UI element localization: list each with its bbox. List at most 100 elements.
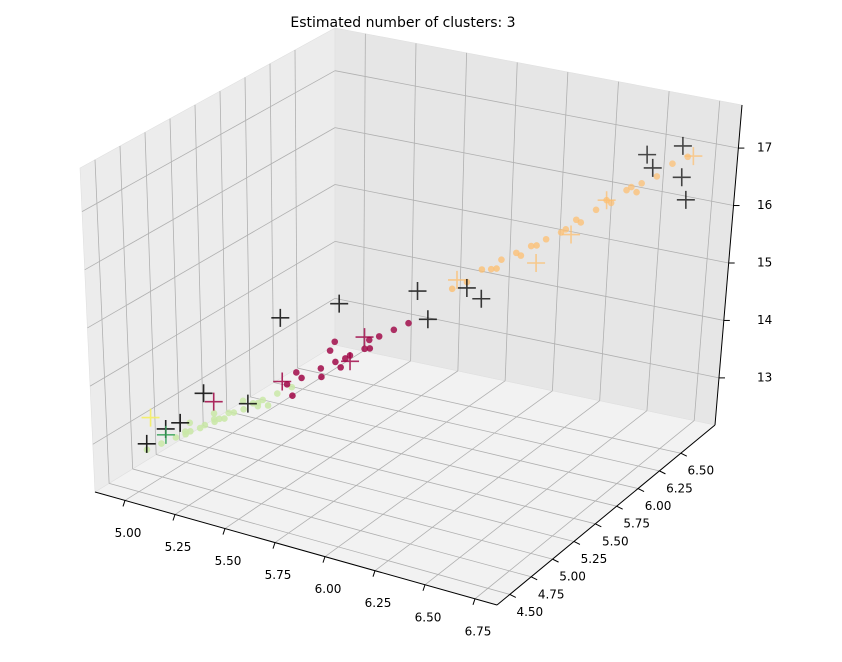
x-tick-label: 5.75 (265, 568, 292, 582)
cross-marker (684, 147, 703, 166)
x-tick-label: 6.25 (365, 596, 392, 610)
x-tick-label: 5.00 (115, 526, 142, 540)
point-marker (448, 285, 456, 293)
point-marker (653, 173, 661, 180)
y-tick-mark (595, 523, 602, 528)
grid-line (599, 81, 619, 401)
point-marker (365, 336, 373, 344)
point-marker (225, 409, 232, 417)
point-marker (187, 427, 194, 435)
y-tick-mark (680, 452, 688, 457)
point-marker (633, 188, 640, 196)
point-marker (361, 345, 368, 353)
grid-line (156, 454, 553, 560)
y-tick-mark (616, 505, 623, 510)
cross-marker (676, 190, 695, 209)
point-marker (592, 206, 600, 214)
y-tick-label: 5.75 (623, 517, 650, 531)
grid-line (324, 390, 553, 557)
chart-title: Estimated number of clusters: 3 (290, 15, 515, 31)
grid-line (693, 100, 721, 421)
point-marker (221, 415, 228, 422)
grid-line (94, 159, 110, 484)
cross-marker (673, 136, 692, 155)
point-marker (210, 410, 218, 417)
grid-line (457, 52, 468, 371)
cross-marker (156, 425, 175, 444)
point-marker (317, 365, 325, 372)
point-marker (182, 430, 189, 438)
point-marker (288, 383, 296, 391)
grid-line (334, 127, 734, 206)
point-marker (638, 180, 645, 187)
cross-marker (643, 158, 662, 177)
grid-line (87, 184, 336, 329)
y-tick-label: 6.25 (666, 481, 693, 495)
point-marker (331, 338, 339, 346)
y-tick-label: 5.25 (581, 552, 608, 566)
x-tick-label: 6.50 (415, 610, 442, 624)
z-tick-label: 15 (757, 255, 772, 269)
point-marker (527, 242, 535, 250)
point-marker (669, 160, 676, 167)
x-tick-label: 6.75 (465, 624, 492, 638)
grid-line (334, 241, 724, 321)
y-tick-label: 4.50 (516, 605, 543, 619)
point-marker (337, 364, 344, 371)
y-tick-mark (509, 593, 517, 598)
point-marker (240, 405, 247, 413)
y-tick-mark (659, 470, 666, 475)
grid-line (334, 297, 720, 379)
x-tick-mark (472, 598, 476, 605)
cross-marker (672, 168, 691, 187)
point-marker (577, 219, 585, 226)
cross-marker (171, 413, 190, 432)
cross-marker (238, 394, 257, 413)
cross-marker (472, 289, 491, 308)
point-marker (283, 381, 291, 388)
point-marker (298, 374, 305, 382)
y-tick-mark (552, 558, 559, 563)
grid-line (84, 127, 336, 271)
point-marker (342, 355, 349, 362)
grid-line (219, 91, 228, 412)
x-axis-line (94, 491, 498, 606)
grid-line (294, 49, 298, 369)
x-tick-mark (122, 500, 126, 507)
x-tick-mark (422, 584, 426, 591)
y-axis-line (496, 424, 716, 606)
point-marker (201, 421, 209, 429)
cross-marker (355, 328, 374, 347)
grid-line (274, 380, 506, 543)
grid-line (119, 146, 134, 469)
point-marker (542, 235, 550, 243)
point-marker (230, 409, 238, 416)
grid-line (174, 360, 411, 515)
point-marker (493, 265, 500, 272)
y-tick-label: 4.75 (538, 587, 565, 601)
point-marker (478, 266, 486, 273)
grid-line (374, 400, 600, 572)
grid-line (297, 367, 681, 454)
y-tick-mark (530, 576, 538, 581)
grid-line (334, 184, 729, 264)
grid-line (226, 410, 617, 507)
grid-line (504, 62, 518, 381)
grid-line (169, 118, 181, 441)
point-marker (264, 402, 272, 409)
grid-line (132, 468, 532, 578)
grid-line (179, 439, 575, 542)
cross-marker (562, 225, 581, 244)
grid-line (474, 420, 695, 600)
y-tick-label: 6.00 (645, 499, 672, 513)
grid-line (144, 132, 157, 455)
point-marker (196, 424, 204, 432)
grid-line (244, 77, 251, 397)
cross-marker (638, 145, 657, 164)
grid-line (89, 241, 336, 387)
y-tick-label: 6.50 (687, 464, 714, 478)
point-marker (259, 396, 267, 404)
point-marker (211, 418, 218, 426)
